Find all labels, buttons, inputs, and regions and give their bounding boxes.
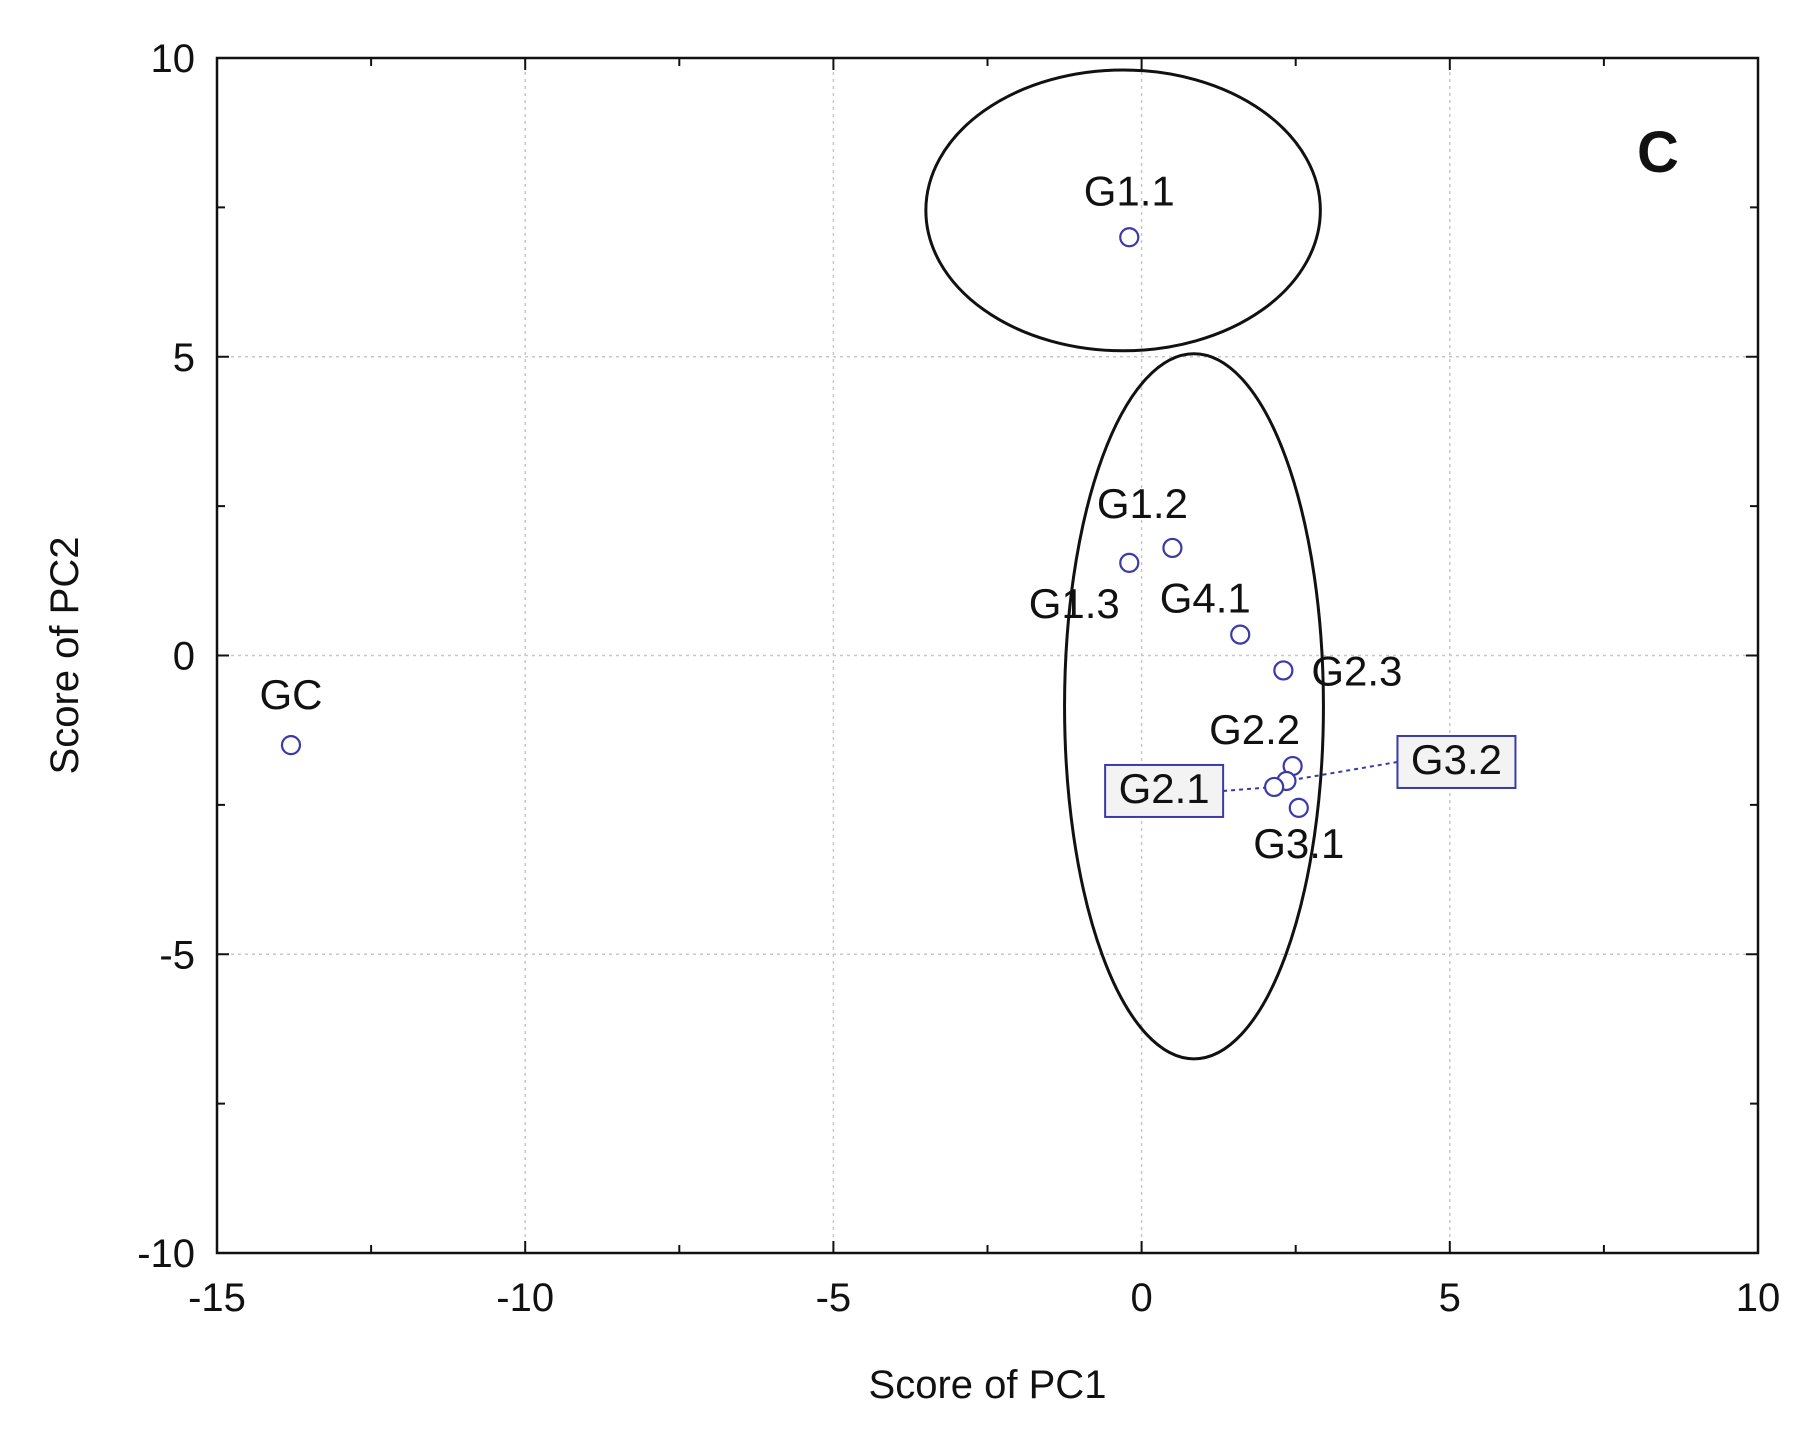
y-axis-label: Score of PC2 xyxy=(43,537,87,775)
data-point xyxy=(1230,624,1251,645)
data-point xyxy=(1119,552,1140,573)
x-tick-label: 0 xyxy=(1130,1276,1152,1320)
data-point xyxy=(1119,227,1140,248)
point-label: G2.2 xyxy=(1209,706,1300,753)
data-point xyxy=(280,735,302,756)
x-tick-label: -15 xyxy=(188,1276,246,1320)
point-label: G1.2 xyxy=(1097,480,1188,527)
y-tick-label: 0 xyxy=(173,635,195,679)
y-tick-label: 10 xyxy=(151,37,196,81)
point-label: G2.1 xyxy=(1119,765,1210,812)
point-label: G3.1 xyxy=(1253,820,1344,867)
data-point xyxy=(1162,537,1183,559)
point-label: G3.2 xyxy=(1411,736,1502,783)
y-tick-label: 5 xyxy=(173,336,195,380)
axes: Score of PC1 Score of PC2 C -15 -10 -5 0 5 10… xyxy=(43,37,1780,1407)
panel-label: C xyxy=(1637,120,1679,185)
x-axis-label: Score of PC1 xyxy=(869,1363,1107,1407)
y-tick-label: -5 xyxy=(159,933,195,977)
y-tick-label: -10 xyxy=(137,1232,195,1276)
point-label: G2.3 xyxy=(1311,647,1402,694)
label-box xyxy=(1396,734,1517,789)
x-tick-label: -5 xyxy=(816,1276,852,1320)
point-label: G1.3 xyxy=(1029,580,1120,627)
group-ellipse xyxy=(924,68,1322,353)
point-label: GC xyxy=(259,671,322,718)
label-leader-lines xyxy=(1223,760,1398,792)
point-label: G4.1 xyxy=(1160,575,1251,622)
x-tick-label: 5 xyxy=(1439,1276,1461,1320)
group-ellipse xyxy=(1063,352,1325,1061)
x-tick-label: 10 xyxy=(1736,1276,1781,1320)
label-leader-line xyxy=(1286,760,1398,782)
data-point xyxy=(1273,660,1294,681)
label-box xyxy=(1104,763,1225,818)
grid-layer xyxy=(217,58,1758,1253)
group-ellipses xyxy=(924,68,1325,1061)
x-tick-label: -10 xyxy=(496,1276,554,1320)
point-labels: GC G1.1 G1.2 G1.3 G4.1 G2.3G2.2 G3.2 G2.1 G3.1 xyxy=(259,167,1517,867)
data-point xyxy=(1288,797,1309,818)
data-point xyxy=(1264,776,1285,798)
data-points xyxy=(280,227,1309,818)
point-label: G1.1 xyxy=(1084,167,1175,214)
